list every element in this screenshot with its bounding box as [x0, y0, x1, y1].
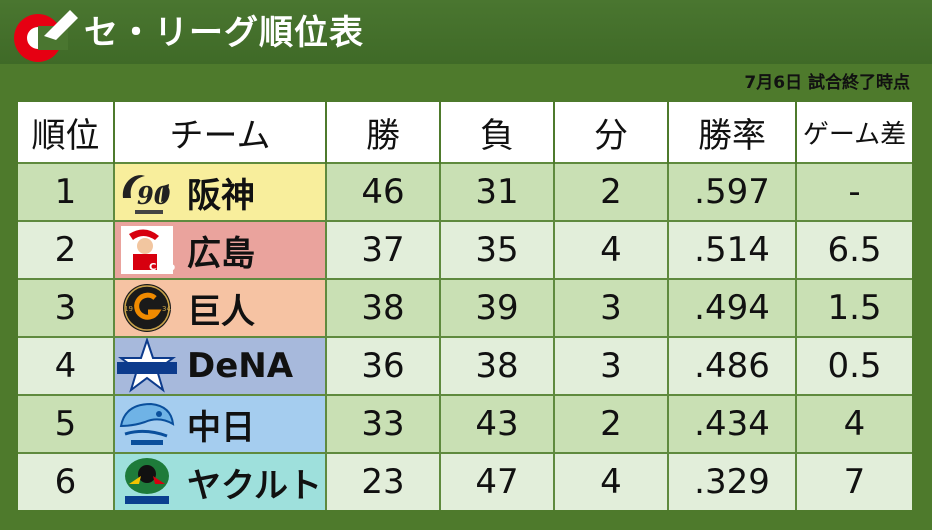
header-losses: 負 — [439, 102, 554, 163]
wins-cell: 33 — [325, 394, 440, 453]
rank-cell: 1 — [18, 162, 114, 221]
rank-cell: 6 — [18, 452, 114, 510]
pct-cell: .329 — [667, 452, 796, 510]
tigers-logo-icon: 90 — [122, 175, 171, 214]
rank-cell: 2 — [18, 220, 114, 279]
table-row: 1 90 阪神 46 31 2 .597 - — [18, 162, 912, 221]
rank-cell: 4 — [18, 336, 114, 395]
team-name: 阪神 — [187, 175, 255, 216]
wins-cell: 36 — [325, 336, 440, 395]
games-behind-cell: 1.5 — [795, 278, 912, 337]
losses-cell: 31 — [439, 162, 554, 221]
team-name: 中日 — [187, 407, 255, 448]
brand-logo-icon — [14, 10, 78, 62]
table-row: 5 中日 33 43 2 .434 4 — [18, 394, 912, 453]
draws-cell: 2 — [553, 394, 668, 453]
pct-cell: .514 — [667, 220, 796, 279]
header-wins: 勝 — [325, 102, 440, 163]
draws-cell: 4 — [553, 452, 668, 510]
team-cell: DeNA — [113, 336, 326, 395]
draws-cell: 4 — [553, 220, 668, 279]
team-cell: 19 34 巨人 — [113, 278, 326, 337]
team-cell: 中日 — [113, 394, 326, 453]
wins-cell: 37 — [325, 220, 440, 279]
losses-cell: 47 — [439, 452, 554, 510]
draws-cell: 3 — [553, 336, 668, 395]
header-games-behind: ゲーム差 — [795, 102, 912, 163]
games-behind-cell: 0.5 — [795, 336, 912, 395]
header-bar: セ・リーグ順位表 — [0, 0, 932, 64]
team-name: ヤクルト — [187, 465, 322, 506]
date-note: 7月6日 試合終了時点 — [744, 73, 910, 93]
team-name: DeNA — [187, 346, 294, 386]
baystars-logo-icon — [117, 338, 177, 393]
header-rank: 順位 — [18, 102, 114, 163]
svg-text:Carp: Carp — [149, 262, 175, 273]
table-row: 3 19 34 巨人 38 39 3 .494 1.5 — [18, 278, 912, 337]
team-cell: Carp 広島 — [113, 220, 326, 279]
header-pct: 勝率 — [667, 102, 796, 163]
swallows-logo-icon — [125, 458, 169, 504]
table-row: 6 ヤクルト 23 47 4 .329 7 — [18, 452, 912, 510]
header-draws: 分 — [553, 102, 668, 163]
losses-cell: 35 — [439, 220, 554, 279]
table-row: 2 Carp 広島 37 35 4 .514 6.5 — [18, 220, 912, 279]
pct-cell: .494 — [667, 278, 796, 337]
svg-text:19: 19 — [124, 305, 133, 313]
draws-cell: 3 — [553, 278, 668, 337]
pct-cell: .434 — [667, 394, 796, 453]
carp-logo-icon: Carp — [121, 226, 175, 274]
page-title: セ・リーグ順位表 — [84, 13, 364, 53]
games-behind-cell: 7 — [795, 452, 912, 510]
svg-text:34: 34 — [162, 305, 171, 313]
wins-cell: 46 — [325, 162, 440, 221]
team-name: 巨人 — [187, 291, 255, 332]
dragons-logo-icon — [119, 402, 175, 445]
draws-cell: 2 — [553, 162, 668, 221]
games-behind-cell: 4 — [795, 394, 912, 453]
games-behind-cell: - — [795, 162, 912, 221]
pct-cell: .486 — [667, 336, 796, 395]
team-cell: 90 阪神 — [113, 162, 326, 221]
wins-cell: 23 — [325, 452, 440, 510]
pct-cell: .597 — [667, 162, 796, 221]
rank-cell: 3 — [18, 278, 114, 337]
games-behind-cell: 6.5 — [795, 220, 912, 279]
team-name: 広島 — [187, 233, 255, 274]
giants-logo-icon: 19 34 — [123, 284, 171, 332]
header-team: チーム — [113, 102, 326, 163]
wins-cell: 38 — [325, 278, 440, 337]
table-header-row: 順位 チーム 勝 負 分 勝率 ゲーム差 — [18, 102, 912, 163]
losses-cell: 39 — [439, 278, 554, 337]
losses-cell: 43 — [439, 394, 554, 453]
losses-cell: 38 — [439, 336, 554, 395]
table-row: 4 DeNA 36 38 3 .486 0.5 — [18, 336, 912, 395]
rank-cell: 5 — [18, 394, 114, 453]
standings-table: 順位 チーム 勝 負 分 勝率 ゲーム差 1 90 阪神 — [18, 102, 912, 510]
team-cell: ヤクルト — [113, 452, 326, 510]
